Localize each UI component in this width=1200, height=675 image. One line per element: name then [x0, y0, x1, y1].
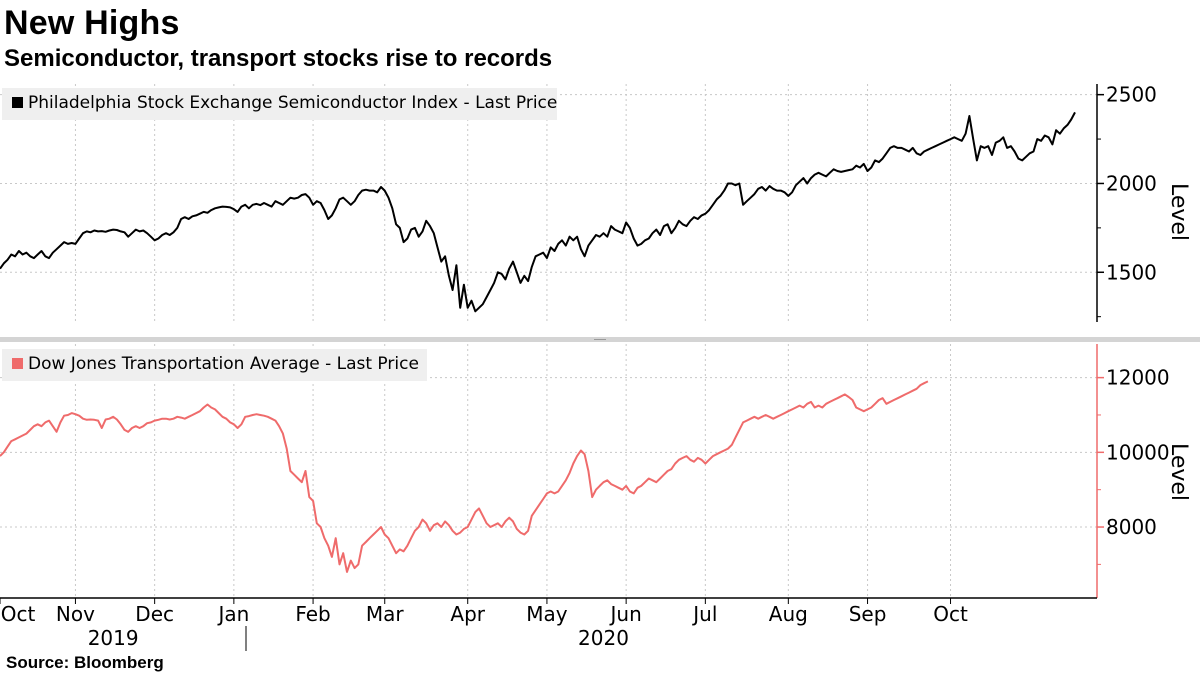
bottom-y-axis-label: Level	[1166, 443, 1191, 501]
semi-legend-bg	[2, 88, 557, 120]
semi-legend-swatch	[12, 97, 23, 108]
x-tick-label: Jun	[609, 602, 642, 626]
x-tick-label: Nov	[56, 602, 95, 626]
transport-y-tick-label: 10000	[1106, 440, 1170, 464]
x-tick-label: Jul	[691, 602, 717, 626]
semi-y-tick-label: 1500	[1106, 260, 1157, 284]
x-tick-label: Oct	[933, 602, 968, 626]
x-tick-label: Oct	[1, 602, 36, 626]
semi-panel: 1500 2000 2500 Level Philadelphia Stock Ex…	[0, 83, 1191, 322]
semi-y-tick-label: 2000	[1106, 171, 1157, 195]
semi-y-tick-label: 2500	[1106, 83, 1157, 107]
x-tick-label: Mar	[366, 602, 405, 626]
x-year-label: 2020	[578, 626, 629, 650]
x-tick-label: Dec	[135, 602, 174, 626]
transport-panel: 8000 10000 12000 Level Dow Jones Transport…	[0, 344, 1191, 598]
semi-legend-label: Philadelphia Stock Exchange Semiconducto…	[28, 93, 557, 113]
transport-legend-bg	[2, 349, 427, 381]
transport-legend-label: Dow Jones Transportation Average - Last …	[28, 354, 419, 374]
transport-series-line[interactable]	[0, 380, 929, 573]
chart-title: New Highs	[4, 4, 180, 42]
top-y-axis-label: Level	[1166, 183, 1191, 241]
x-tick-label: May	[526, 602, 568, 626]
x-tick-label: Sep	[849, 602, 887, 626]
x-year-label: 2019	[88, 626, 139, 650]
transport-legend-swatch	[12, 358, 23, 369]
source-note: Source: Bloomberg	[6, 653, 164, 672]
x-tick-label: Aug	[769, 602, 808, 626]
transport-y-tick-label: 8000	[1106, 515, 1157, 539]
transport-y-tick-label: 12000	[1106, 366, 1170, 390]
semi-series-line[interactable]	[0, 111, 1076, 313]
chart-subtitle: Semiconductor, transport stocks rise to …	[4, 45, 553, 72]
x-tick-label: Jan	[216, 602, 249, 626]
x-tick-label: Feb	[295, 602, 330, 626]
x-tick-label: Apr	[450, 602, 485, 626]
